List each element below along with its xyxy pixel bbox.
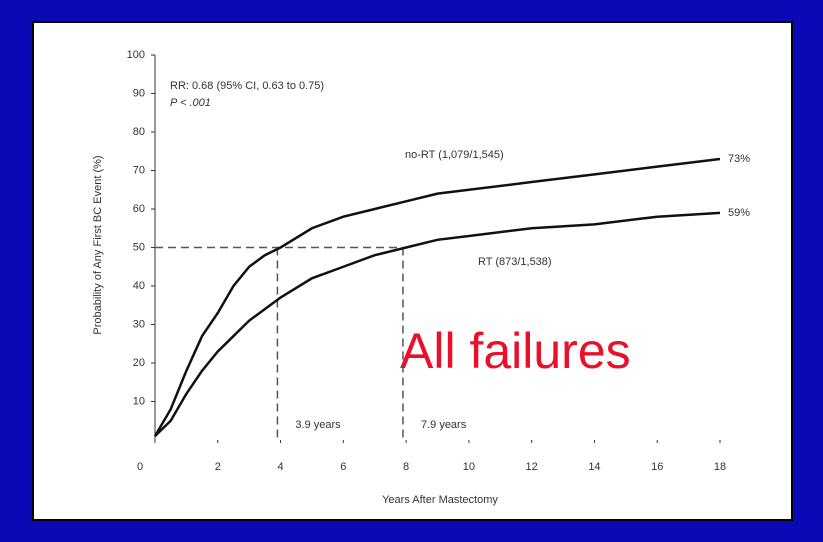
x-tick-label: 4 bbox=[277, 461, 283, 473]
series-label: RT (873/1,538) bbox=[478, 256, 552, 268]
y-tick-label: 100 bbox=[127, 49, 145, 61]
end-label: 73% bbox=[728, 153, 750, 165]
stat: RR: 0.68 (95% CI, 0.63 to 0.75) bbox=[170, 80, 324, 92]
y-tick-label: 90 bbox=[133, 87, 145, 99]
y-tick-label: 60 bbox=[133, 203, 145, 215]
x-tick-label: 2 bbox=[215, 461, 221, 473]
x-tick-label: 12 bbox=[526, 461, 538, 473]
end-label: 59% bbox=[728, 207, 750, 219]
y-tick-label: 10 bbox=[133, 395, 145, 407]
x-tick-label: 6 bbox=[340, 461, 346, 473]
y-tick-label: 80 bbox=[133, 126, 145, 138]
annotation: All failures bbox=[400, 323, 631, 379]
series-label: no-RT (1,079/1,545) bbox=[405, 149, 504, 161]
panel bbox=[32, 21, 793, 521]
x-tick-label: 8 bbox=[403, 461, 409, 473]
y-tick-label: 20 bbox=[133, 357, 145, 369]
x-axis-label: Years After Mastectomy bbox=[382, 494, 498, 506]
median-label: 7.9 years bbox=[421, 419, 467, 431]
x-tick-label: 16 bbox=[651, 461, 663, 473]
median-label: 3.9 years bbox=[295, 419, 341, 431]
stat: P < .001 bbox=[170, 97, 211, 109]
x-tick-label: 0 bbox=[137, 461, 143, 473]
y-tick-label: 30 bbox=[133, 318, 145, 330]
x-tick-label: 14 bbox=[588, 461, 600, 473]
y-tick-label: 50 bbox=[133, 241, 145, 253]
x-tick-label: 10 bbox=[463, 461, 475, 473]
series-line bbox=[154, 211, 721, 438]
y-axis-label: Probability of Any First BC Event (%) bbox=[92, 155, 104, 334]
y-tick-label: 40 bbox=[133, 280, 145, 292]
x-tick-label: 18 bbox=[714, 461, 726, 473]
y-tick-label: 70 bbox=[133, 164, 145, 176]
series-line bbox=[153, 157, 721, 437]
